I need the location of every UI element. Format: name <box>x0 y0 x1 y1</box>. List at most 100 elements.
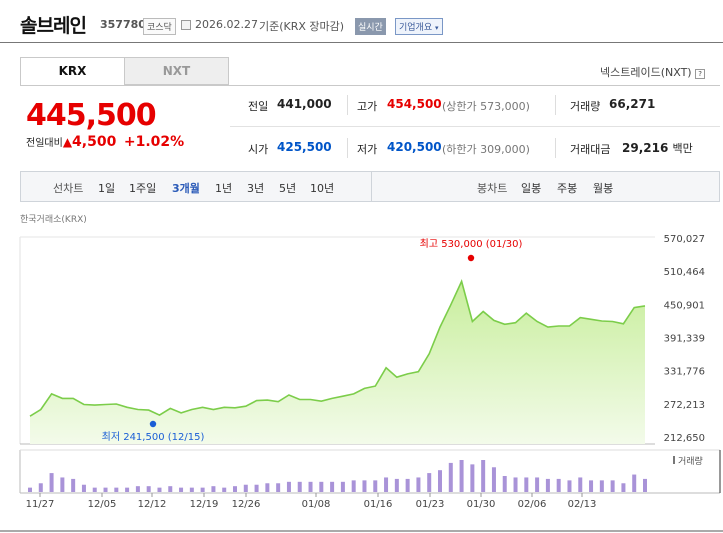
candle-daily[interactable]: 일봉 <box>521 182 542 195</box>
external-link-icon: ? <box>695 69 706 79</box>
volume-bar <box>265 483 270 492</box>
volume-bar <box>146 486 151 492</box>
volume-bar <box>286 481 291 492</box>
amount-number: 29,216 <box>622 141 669 155</box>
tab-krx[interactable]: KRX <box>20 57 125 85</box>
volume-bar <box>233 486 237 492</box>
volume-bar <box>319 481 324 492</box>
volume-bar <box>459 460 464 492</box>
lower-limit: (하한가 309,000) <box>442 143 530 156</box>
volume-bar <box>502 476 507 492</box>
open-label: 시가 <box>248 143 269 156</box>
volume-bar <box>394 478 399 492</box>
nextrade-label: 넥스트레이드(NXT) <box>600 66 692 79</box>
chart-source: 한국거래소(KRX) <box>20 214 87 225</box>
volume-bar <box>438 470 442 492</box>
volume-bar <box>632 474 637 492</box>
x-tick-label: 11/27 <box>26 499 55 510</box>
period-3m[interactable]: 3개월 <box>172 182 200 195</box>
period-1y[interactable]: 1년 <box>215 182 233 195</box>
x-tick-label: 01/30 <box>467 499 496 510</box>
volume-bar <box>524 477 529 492</box>
y-tick-label: 212,650 <box>664 433 705 444</box>
volume-bar <box>81 484 86 492</box>
volume-bar <box>114 487 119 492</box>
stock-name: 솔브레인 <box>20 15 87 37</box>
amount-label: 거래대금 <box>570 143 611 156</box>
change-label: 전일대비 <box>26 138 63 149</box>
x-tick-label: 02/13 <box>568 499 597 510</box>
basis-text: 기준(KRX 장마감) <box>259 20 345 33</box>
realtime-button[interactable]: 실시간 <box>355 18 386 35</box>
period-1w[interactable]: 1주일 <box>129 182 157 195</box>
volume-bar <box>103 487 108 492</box>
calendar-icon <box>181 20 191 30</box>
volume-bar <box>545 478 550 492</box>
volume-bar <box>92 487 97 492</box>
tab-nxt[interactable]: NXT <box>124 57 229 85</box>
basis-date: 2026.02.27 <box>195 18 258 31</box>
upper-limit: (상한가 573,000) <box>442 100 530 113</box>
y-tick-label: 570,027 <box>664 234 705 245</box>
volume-bar <box>222 487 227 492</box>
volume-bar <box>125 487 130 492</box>
volume-bar <box>470 464 475 492</box>
low-value: 420,500 <box>387 140 442 154</box>
low-annotation: 최저 241,500 (12/15) <box>102 431 205 443</box>
open-value: 425,500 <box>277 140 332 154</box>
period-3y[interactable]: 3년 <box>247 182 265 195</box>
volume-bar <box>491 467 496 492</box>
low-label: 저가 <box>357 143 378 156</box>
x-tick-label: 02/06 <box>518 499 547 510</box>
x-tick-label: 01/08 <box>302 499 331 510</box>
volume-value: 66,271 <box>609 97 656 111</box>
overview-button[interactable]: 기업개요 ▾ <box>395 18 443 35</box>
volume-bar <box>330 481 335 492</box>
stock-code: 357780 <box>100 18 146 31</box>
period-1d[interactable]: 1일 <box>98 182 116 195</box>
volume-bar <box>416 477 421 492</box>
volume-bar <box>351 480 356 492</box>
current-price: 445,500 <box>26 98 157 133</box>
volume-bar <box>599 480 604 492</box>
y-tick-label: 391,339 <box>664 333 705 344</box>
market-badge: 코스닥 <box>143 18 176 35</box>
volume-bar <box>276 483 281 492</box>
candle-monthly[interactable]: 월봉 <box>593 182 614 195</box>
volume-bar <box>168 486 173 492</box>
price-line <box>29 279 646 417</box>
price-area <box>30 281 645 444</box>
y-tick-label: 510,464 <box>664 267 705 278</box>
volume-bar <box>556 478 561 492</box>
period-bar: 선차트 1일 1주일 3개월 1년 3년 5년 10년 봉차트 일봉 주봉 월봉 <box>20 171 720 202</box>
low-marker <box>149 420 157 428</box>
volume-label: 거래량 <box>570 100 601 113</box>
x-tick-label: 12/19 <box>190 499 219 510</box>
volume-bar <box>481 460 486 492</box>
high-value: 454,500 <box>387 97 442 111</box>
candle-weekly[interactable]: 주봉 <box>557 182 578 195</box>
volume-bar <box>60 477 65 492</box>
period-10y[interactable]: 10년 <box>310 182 335 195</box>
amount-unit: 백만 <box>672 142 693 155</box>
y-tick-label: 272,213 <box>664 400 705 411</box>
volume-bar <box>621 483 626 492</box>
volume-bar <box>427 473 432 492</box>
volume-bar <box>578 477 583 492</box>
nextrade-link[interactable]: 넥스트레이드(NXT) ? <box>600 64 706 80</box>
candle-chart-label: 봉차트 <box>477 182 508 195</box>
volume-bar <box>610 480 615 492</box>
x-tick-label: 12/05 <box>88 499 117 510</box>
volume-bar <box>513 477 518 492</box>
volume-bar <box>135 486 140 492</box>
line-chart-label: 선차트 <box>53 182 84 195</box>
volume-bar <box>373 480 378 492</box>
high-label: 고가 <box>357 100 378 113</box>
volume-bar <box>49 473 54 492</box>
volume-bar <box>71 478 76 492</box>
overview-label: 기업개요 <box>399 23 433 33</box>
volume-legend-label: 거래량 <box>678 455 703 467</box>
period-5y[interactable]: 5년 <box>279 182 297 195</box>
x-tick-label: 01/23 <box>416 499 445 510</box>
prev-label: 전일 <box>248 100 269 113</box>
